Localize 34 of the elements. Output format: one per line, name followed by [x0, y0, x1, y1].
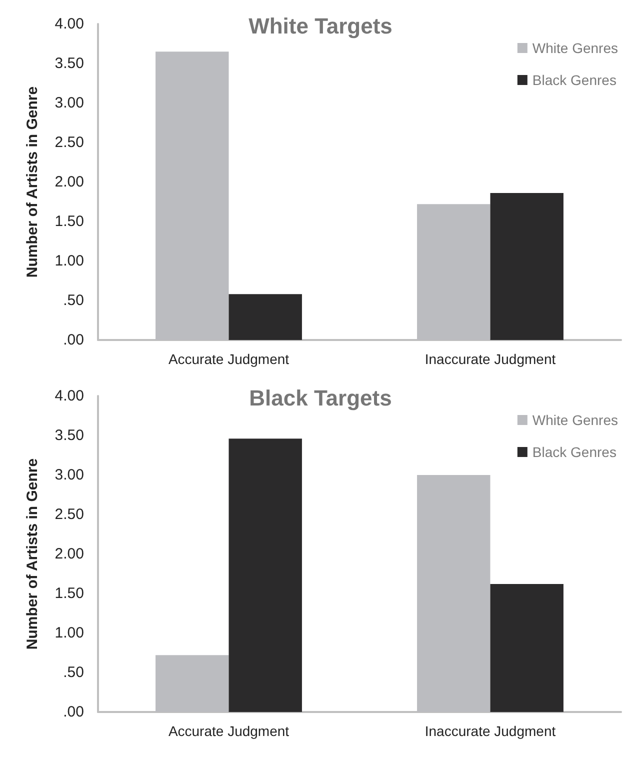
y-tick-label: 2.00	[54, 546, 84, 562]
y-tick-label: 2.50	[54, 506, 84, 523]
bar	[490, 584, 564, 712]
y-tick-label: 1.50	[54, 585, 84, 602]
y-tick-label: 3.50	[54, 427, 84, 444]
y-tick-label: 3.50	[54, 55, 84, 72]
legend-label: White Genres	[532, 40, 618, 56]
y-tick-label: 3.00	[54, 466, 84, 484]
y-tick-label: 2.00	[54, 174, 84, 190]
x-tick-label: Accurate Judgment	[168, 723, 290, 739]
bar	[490, 193, 564, 340]
chart-title: Black Targets	[249, 386, 392, 410]
y-tick-label: .00	[63, 332, 84, 348]
y-tick-label: .00	[63, 704, 84, 720]
y-tick-label: .50	[63, 292, 84, 309]
y-tick-label: 4.00	[54, 388, 84, 404]
y-tick-label: 4.00	[54, 16, 84, 32]
y-tick-label: 3.00	[54, 94, 84, 112]
y-axis-title: Number of Artists in Genre	[24, 458, 41, 650]
y-tick-label: .50	[63, 664, 84, 681]
legend-label: Black Genres	[532, 444, 616, 460]
y-tick-label: 1.00	[54, 252, 84, 270]
legend-label: Black Genres	[532, 72, 616, 88]
bar	[228, 294, 302, 340]
x-tick-label: Inaccurate Judgment	[424, 351, 556, 367]
y-tick-label: 2.50	[54, 134, 84, 151]
x-tick-label: Inaccurate Judgment	[424, 723, 556, 739]
y-axis-title: Number of Artists in Genre	[24, 86, 41, 278]
y-tick-label: 1.50	[54, 213, 84, 230]
bar	[228, 438, 302, 712]
x-tick-label: Accurate Judgment	[168, 351, 290, 367]
y-tick-label: 1.00	[54, 624, 84, 642]
chart-title: White Targets	[248, 14, 392, 38]
legend-label: White Genres	[532, 412, 618, 428]
